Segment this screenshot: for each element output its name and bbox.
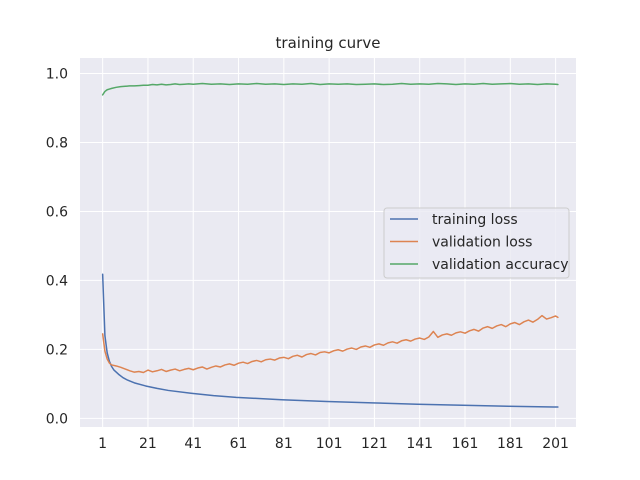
series-lines — [101, 82, 559, 408]
x-tick-label: 61 — [230, 436, 248, 452]
legend-label: validation accuracy — [432, 257, 569, 273]
legend-box — [383, 207, 570, 279]
y-tick-label: 0.4 — [46, 273, 68, 289]
x-tick-label: 201 — [542, 436, 569, 452]
x-tick-label: 121 — [361, 436, 388, 452]
y-tick-label: 0.2 — [46, 342, 68, 358]
axis-ticks: 1 21 41 61 81 101 121 141 161 181 2010.00.20.40.60… — [46, 67, 569, 452]
legend-label: validation loss — [432, 235, 532, 251]
legend: training loss validation loss validation a… — [383, 207, 570, 279]
x-tick-label: 181 — [497, 436, 524, 452]
x-tick-label: 101 — [316, 436, 343, 452]
series-line-validation-accuracy — [101, 82, 559, 96]
series-line-validation-loss — [101, 314, 559, 374]
x-tick-label: 1 — [98, 436, 107, 452]
x-tick-label: 161 — [452, 436, 479, 452]
x-tick-label: 81 — [275, 436, 293, 452]
x-tick-label: 41 — [184, 436, 202, 452]
series-line-training-loss — [101, 273, 559, 408]
y-tick-label: 0.8 — [46, 135, 68, 151]
x-tick-label: 21 — [139, 436, 157, 452]
chart-title: training curve — [276, 34, 381, 52]
x-tick-label: 141 — [406, 436, 433, 452]
y-tick-label: 1.0 — [46, 67, 68, 83]
y-tick-label: 0.6 — [46, 204, 68, 220]
y-tick-label: 0.0 — [46, 411, 68, 427]
legend-label: training loss — [432, 212, 518, 228]
